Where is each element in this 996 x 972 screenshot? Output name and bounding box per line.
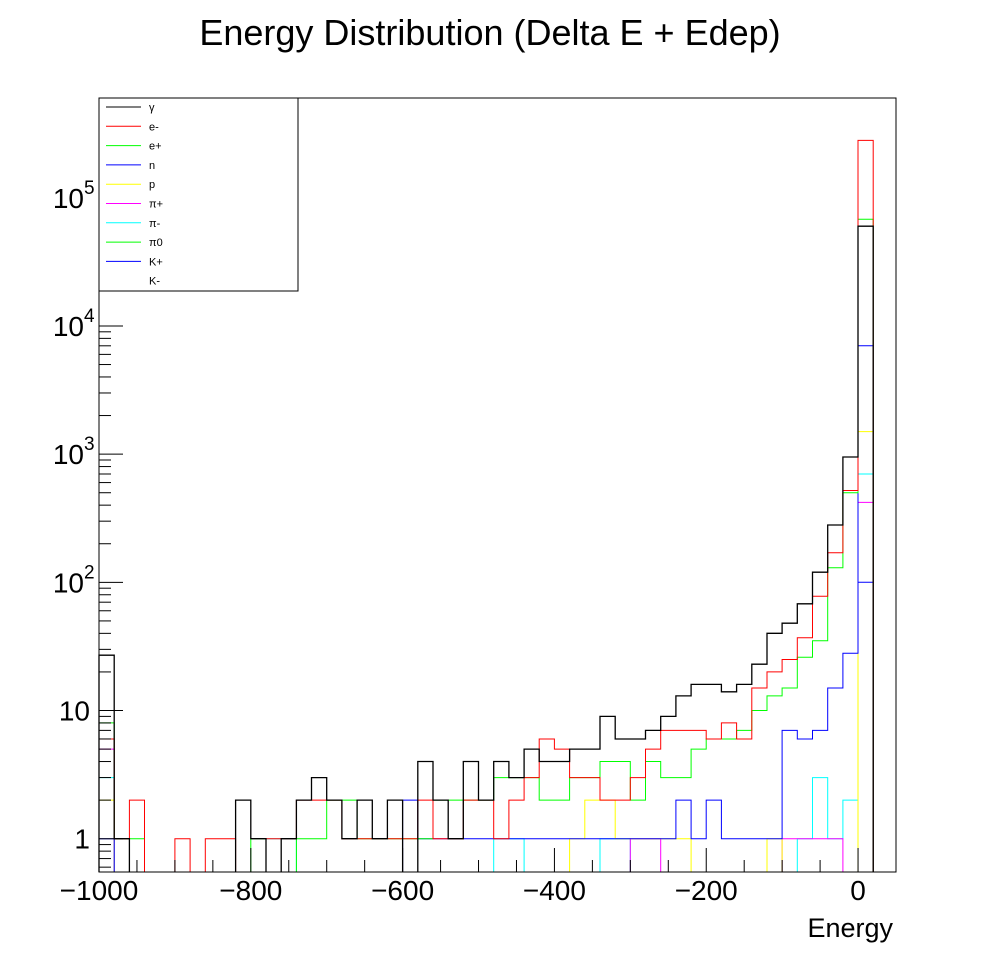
histogram-series-K+ (857, 581, 874, 872)
histogram-series-e+ (98, 218, 874, 872)
legend: γ e-e+ np π+ π-π0 K+ K- (98, 97, 299, 292)
x-tick-label: 0 (850, 875, 866, 906)
legend-label-K-: K- (149, 276, 160, 288)
plot-frame (98, 97, 897, 873)
histogram-series-p (98, 431, 874, 872)
histogram-series-n (98, 345, 874, 872)
legend-label-e+: e+ (149, 141, 162, 153)
legend-label-p: p (149, 179, 155, 191)
legend-box (98, 97, 299, 292)
y-tick-label-exponent: 4 (84, 306, 95, 327)
legend-label-π-: π- (149, 218, 161, 230)
y-tick-label: 10 (59, 696, 90, 727)
x-tick-label: −600 (371, 875, 434, 906)
histogram-series-π+ (98, 501, 874, 872)
x-tick-label: −200 (675, 875, 738, 906)
legend-label-π0: π0 (149, 237, 163, 249)
y-tick-label-exponent: 2 (84, 562, 95, 583)
histogram-series-π- (98, 473, 874, 872)
legend-label-e-: e- (149, 121, 159, 133)
y-tick-label: 10 (53, 183, 84, 214)
legend-label-γ: γ (149, 102, 155, 114)
y-tick-label: 10 (53, 311, 84, 342)
x-tick-label: −400 (523, 875, 586, 906)
y-tick-label: 10 (53, 439, 84, 470)
legend-label-n: n (149, 160, 155, 172)
chart-title: Energy Distribution (Delta E + Edep) (199, 12, 780, 53)
y-tick-label: 10 (53, 567, 84, 598)
legend-label-K+: K+ (149, 256, 163, 268)
legend-label-π+: π+ (149, 199, 163, 211)
y-tick-label-exponent: 3 (84, 434, 95, 455)
y-tick-label: 1 (74, 824, 90, 855)
x-axis-title: Energy (807, 913, 893, 943)
histogram-series-γ (98, 225, 874, 872)
x-tick-label: −1000 (60, 875, 139, 906)
y-tick-label-exponent: 5 (84, 178, 95, 199)
x-tick-label: −800 (219, 875, 282, 906)
